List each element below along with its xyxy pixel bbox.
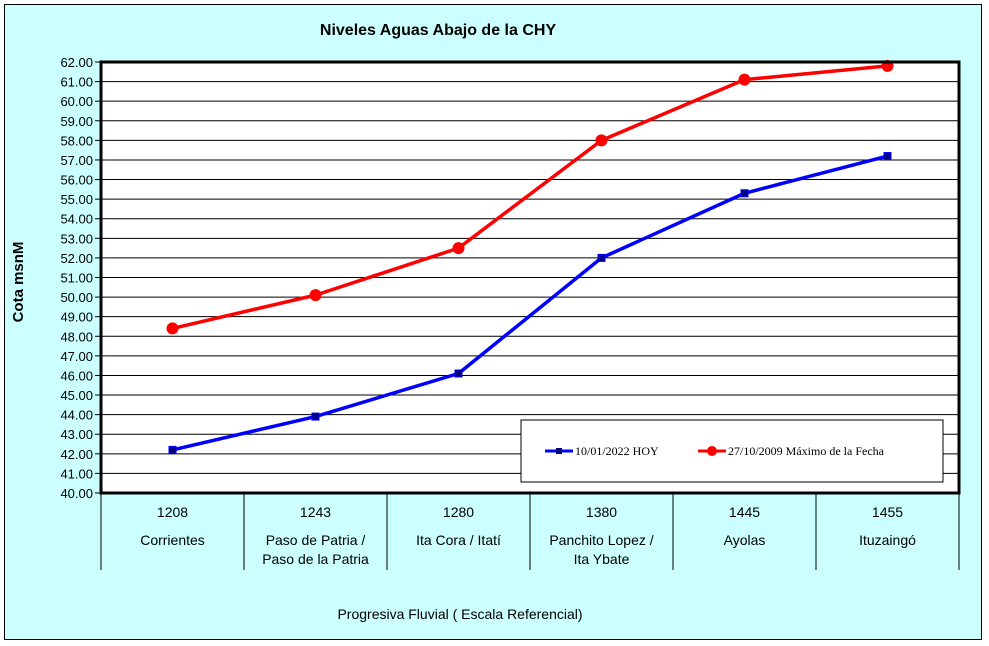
- y-tick-label: 58.00: [60, 133, 93, 148]
- data-point: [595, 134, 608, 147]
- category-km: 1455: [872, 504, 903, 520]
- category-name: Ita Cora / Itatí: [416, 532, 501, 548]
- y-tick-label: 49.00: [60, 310, 93, 325]
- data-point: [738, 73, 751, 86]
- legend-marker: [556, 448, 562, 454]
- y-tick-label: 43.00: [60, 427, 93, 442]
- category-km: 1243: [300, 504, 331, 520]
- category-name: Corrientes: [140, 532, 205, 548]
- series-line: [172, 154, 888, 452]
- y-tick-labels: 40.00 41.00 42.00 43.00 44.00 45.00 46.00 47.00…: [60, 55, 101, 501]
- data-point: [454, 369, 463, 378]
- y-axis-label: Cota msnM: [10, 242, 27, 323]
- y-tick-label: 59.00: [60, 114, 93, 129]
- legend-label: 10/01/2022 HOY: [575, 444, 659, 458]
- category-km: 1380: [586, 504, 617, 520]
- category-name: Ayolas: [724, 532, 766, 548]
- y-tick-label: 51.00: [60, 271, 93, 286]
- legend-marker: [707, 446, 717, 456]
- category-name: Paso de la Patria: [262, 551, 369, 567]
- y-tick-label: 50.00: [60, 290, 93, 305]
- y-tick-label: 62.00: [60, 55, 93, 70]
- series-line: [172, 64, 888, 331]
- y-tick-label: 56.00: [60, 173, 93, 188]
- x-category-table: 1208 Corrientes 1243 Paso de Patria / Paso d…: [100, 493, 960, 570]
- y-tick-label: 45.00: [60, 388, 93, 403]
- data-point: [452, 242, 465, 255]
- x-axis-label: Progresiva Fluvial ( Escala Referencial): [337, 606, 582, 622]
- y-tick-label: 52.00: [60, 251, 93, 266]
- legend-label: 27/10/2009 Máximo de la Fecha: [728, 444, 885, 458]
- data-point: [166, 322, 179, 335]
- y-tick-label: 42.00: [60, 447, 93, 462]
- category-km: 1280: [443, 504, 474, 520]
- category-name: Ituzaingó: [859, 532, 916, 548]
- chart-title: Niveles Aguas Abajo de la CHY: [320, 22, 557, 39]
- data-point: [740, 189, 749, 198]
- y-tick-label: 41.00: [60, 466, 93, 481]
- category-name: Ita Ybate: [574, 551, 630, 567]
- legend-box: [520, 419, 944, 483]
- y-tick-label: 40.00: [60, 486, 93, 501]
- y-tick-label: 60.00: [60, 94, 93, 109]
- data-point: [883, 152, 892, 161]
- data-point: [311, 412, 320, 421]
- y-tick-label: 61.00: [60, 75, 93, 90]
- data-point: [168, 445, 177, 454]
- y-tick-label: 47.00: [60, 349, 93, 364]
- category-name: Panchito Lopez /: [549, 532, 653, 548]
- legend: 10/01/2022 HOY 27/10/2009 Máximo de la Fe…: [520, 419, 944, 483]
- category-km: 1445: [729, 504, 760, 520]
- data-point: [309, 289, 322, 302]
- y-tick-label: 48.00: [60, 329, 93, 344]
- y-tick-label: 53.00: [60, 231, 93, 246]
- y-tick-label: 46.00: [60, 368, 93, 383]
- gridlines: [101, 81, 959, 474]
- y-tick-label: 57.00: [60, 153, 93, 168]
- y-tick-label: 44.00: [60, 408, 93, 423]
- plot-border: [99, 60, 961, 495]
- category-name: Paso de Patria /: [266, 532, 366, 548]
- y-tick-label: 54.00: [60, 212, 93, 227]
- series-lines: [166, 59, 894, 454]
- y-tick-label: 55.00: [60, 192, 93, 207]
- data-point: [597, 253, 606, 262]
- category-km: 1208: [157, 504, 188, 520]
